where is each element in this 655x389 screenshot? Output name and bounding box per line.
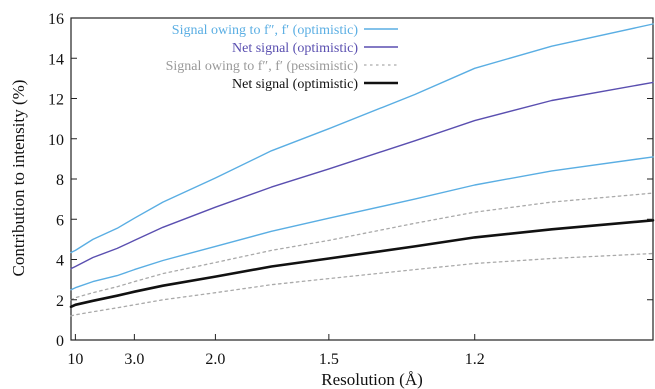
x-tick-label: 1.2 bbox=[465, 351, 485, 368]
x-tick-label: 1.5 bbox=[319, 351, 339, 368]
x-tick-label: 3.0 bbox=[124, 351, 144, 368]
y-tick-label: 16 bbox=[48, 11, 64, 28]
series-line-6 bbox=[70, 252, 654, 317]
y-tick-label: 12 bbox=[48, 92, 64, 109]
legend-label-3: Signal owing to f″, f′ (pessimistic) bbox=[166, 59, 359, 74]
y-tick-label: 4 bbox=[56, 253, 64, 270]
legend: Signal owing to f″, f′ (optimistic) Net s… bbox=[166, 23, 398, 92]
y-tick-label: 0 bbox=[56, 333, 64, 350]
series-line-3 bbox=[70, 156, 654, 291]
x-tick-label: 2.0 bbox=[205, 351, 225, 368]
x-axis-ticks: 10 3.0 2.0 1.5 1.2 bbox=[67, 334, 485, 368]
series-line-4 bbox=[69, 219, 655, 309]
y-tick-label: 8 bbox=[56, 172, 64, 189]
y-axis-title: Contribution to intensity (%) bbox=[9, 80, 28, 277]
y-tick-label: 2 bbox=[56, 293, 64, 310]
series-lines bbox=[69, 23, 655, 317]
plot-border bbox=[70, 17, 654, 341]
legend-label-4: Net signal (optimistic) bbox=[232, 77, 358, 92]
series-line-5 bbox=[70, 192, 654, 301]
legend-label-2: Net signal (optimistic) bbox=[232, 41, 358, 56]
y-tick-label: 6 bbox=[56, 212, 64, 229]
legend-label-1: Signal owing to f″, f′ (optimistic) bbox=[172, 23, 359, 38]
series-line-1 bbox=[70, 23, 654, 254]
x-axis-title: Resolution (Å) bbox=[321, 370, 423, 389]
series-line-2 bbox=[70, 81, 654, 270]
y-axis-ticks: 0 2 4 6 8 10 12 14 16 bbox=[48, 11, 653, 350]
y-tick-label: 14 bbox=[48, 51, 64, 68]
x-tick-label: 10 bbox=[67, 351, 83, 368]
plot-frame bbox=[70, 17, 654, 341]
y-tick-label: 10 bbox=[48, 132, 64, 149]
